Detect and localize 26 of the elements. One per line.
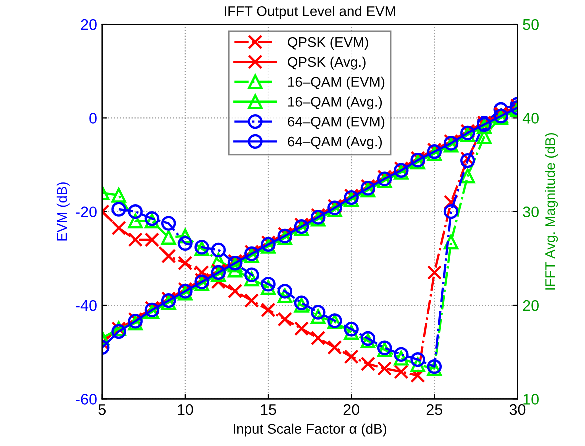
y2-tick-label: 30 [523, 206, 539, 218]
legend-label: 16–QAM (EVM) [288, 76, 385, 90]
y-tick-label: 20 [81, 19, 97, 30]
y-tick-label: -40 [76, 300, 97, 312]
x-axis-title: Input Scale Factor α (dB) [234, 424, 387, 437]
y-axis-title: EVM (dB) [56, 182, 70, 241]
x-tick-label: 20 [344, 404, 360, 416]
y2-tick-label: 40 [522, 113, 539, 124]
x-tick-label: 10 [178, 404, 194, 416]
legend-label: 16–QAM (Avg.) [288, 96, 382, 110]
legend-label: 64–QAM (Avg.) [288, 136, 382, 150]
y2-axis-title: IFFT Avg. Magnitude (dB) [545, 133, 558, 290]
y2-tick-label: 10 [524, 394, 539, 405]
x-tick-label: 5 [98, 404, 106, 416]
y-tick-label: 0 [90, 113, 97, 124]
legend-label: QPSK (Avg.) [288, 56, 366, 70]
y2-tick-label: 20 [523, 300, 539, 312]
y-tick-label: -20 [76, 206, 97, 218]
chart-title: IFFT Output Level and EVM [225, 6, 396, 20]
x-tick-label: 15 [261, 404, 276, 416]
y2-tick-label: 50 [523, 19, 539, 30]
x-tick-label: 25 [426, 404, 443, 416]
y-tick-label: -60 [76, 394, 97, 405]
legend-label: QPSK (EVM) [288, 37, 368, 50]
legend-label: 64–QAM (EVM) [288, 116, 385, 130]
x-tick-label: 30 [510, 404, 526, 416]
